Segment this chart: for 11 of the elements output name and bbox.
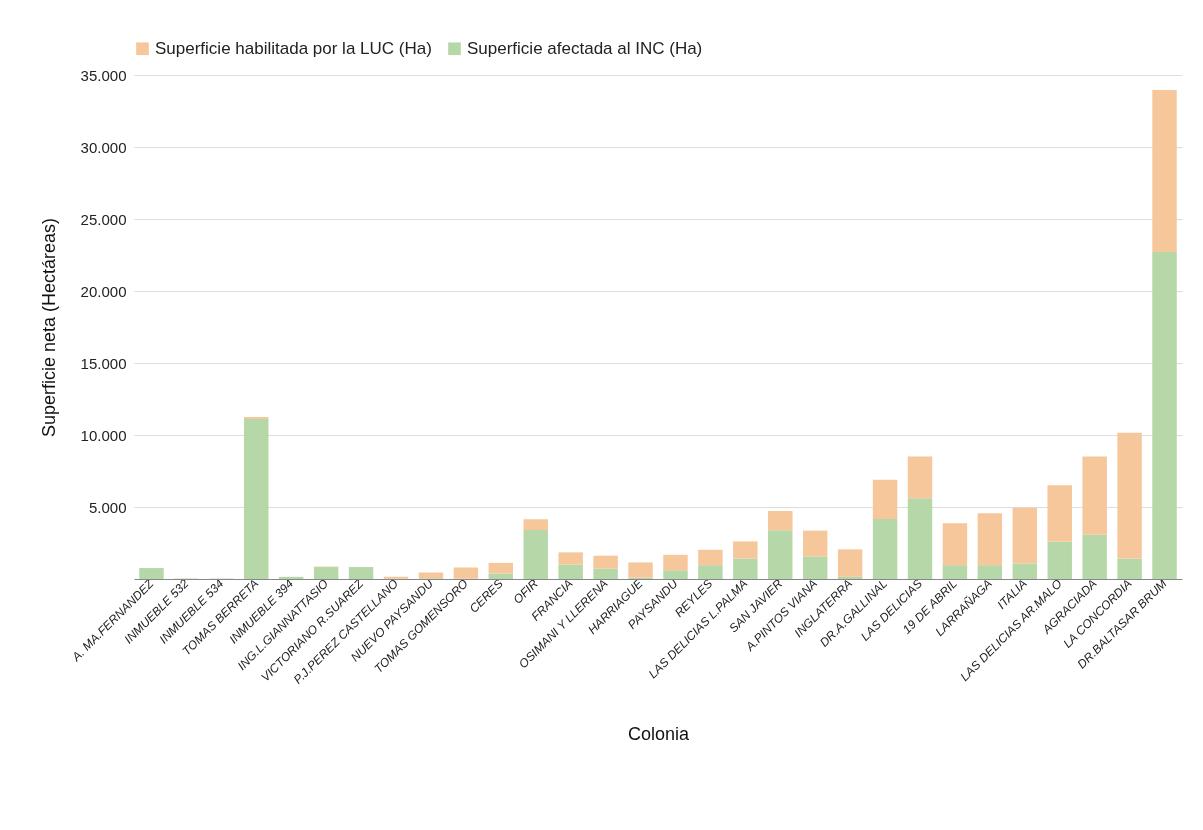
y-tick-label: 5.000 [88, 498, 127, 516]
y-tick-label: 25.000 [80, 210, 127, 228]
y-tick-label: 15.000 [80, 354, 127, 372]
x-axis-title: Colonia [627, 724, 691, 745]
y-tick-label: 30.000 [80, 138, 127, 156]
y-tick-label: 35.000 [80, 66, 127, 84]
y-tick-label: 10.000 [80, 426, 127, 444]
y-tick-label: 20.000 [80, 282, 127, 300]
y-axis-title: Superficie neta (Hectáreas) [38, 217, 59, 438]
legend-label: Superficie habilitada por la LUC (Ha) [155, 38, 432, 58]
legend-label: Superficie afectada al INC (Ha) [467, 38, 703, 58]
